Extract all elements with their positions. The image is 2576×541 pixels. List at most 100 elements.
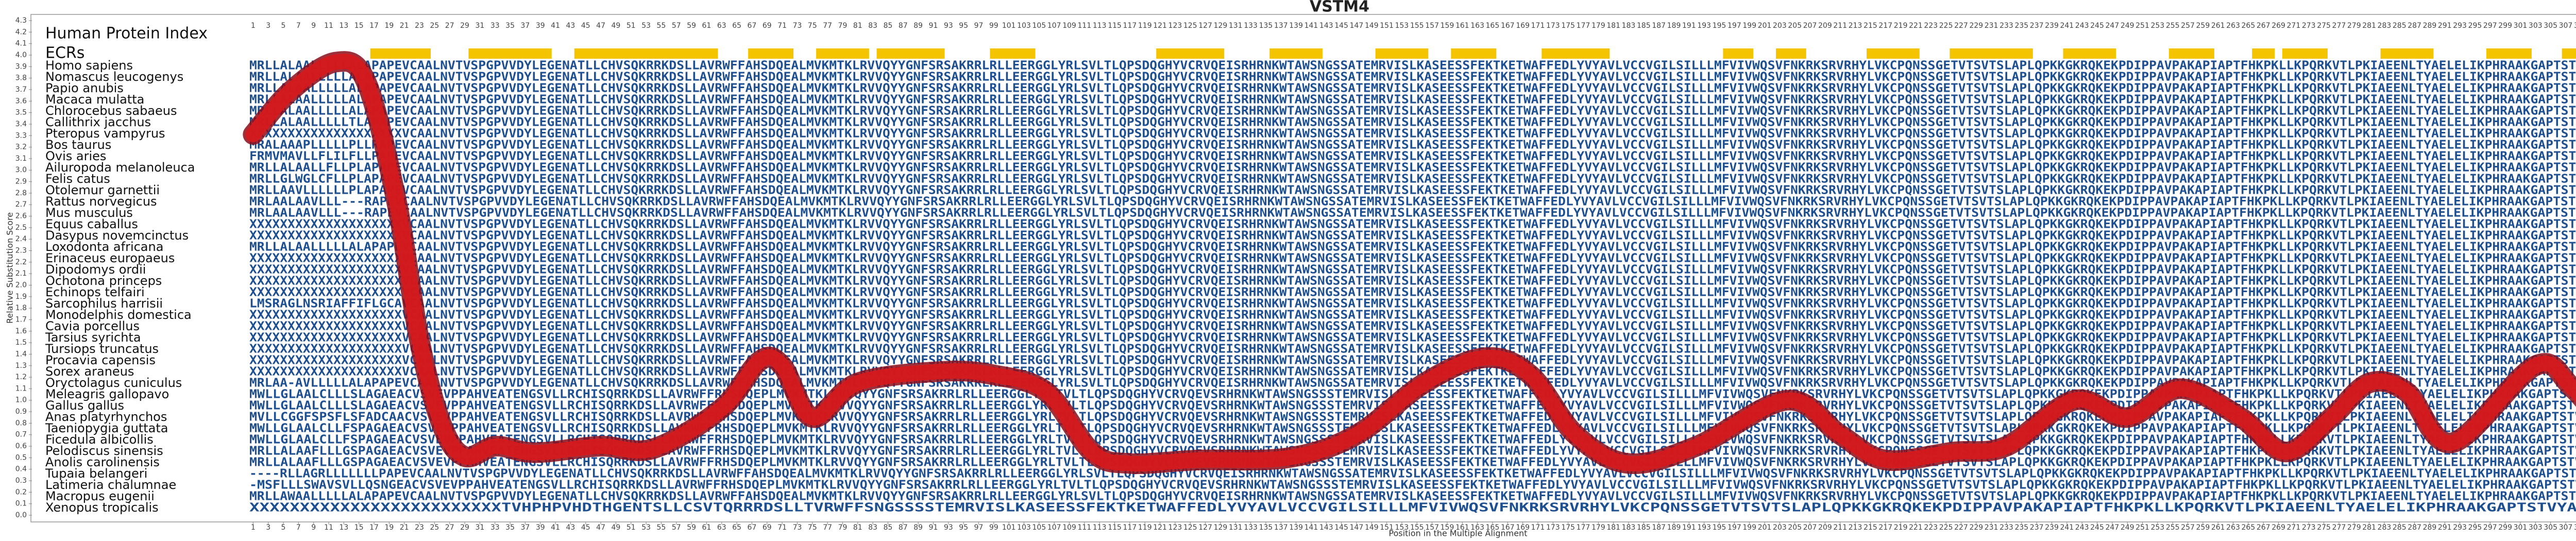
x-tick-label: 197 — [1727, 523, 1741, 532]
x-tick-label: 295 — [2468, 523, 2482, 532]
sequence: MRLLALAALLLLLALAPAPEVCAALNVTVSPGPVVDYLEG… — [249, 59, 2576, 73]
x-tick-label: 265 — [2242, 523, 2256, 532]
index-number: 191 — [1682, 22, 1696, 30]
x-tick-label: 101 — [1002, 523, 1016, 532]
index-number: 259 — [2196, 22, 2210, 30]
index-number: 155 — [1410, 22, 1424, 30]
species-name: Procavia capensis — [45, 353, 156, 367]
y-tick-label: 1.9 — [15, 293, 27, 301]
x-tick-label: 237 — [2030, 523, 2044, 532]
index-number: 35 — [505, 22, 515, 30]
index-number: 215 — [1863, 22, 1877, 30]
species-name: Tursiops truncatus — [45, 342, 159, 356]
y-tick-label: 0.5 — [15, 453, 27, 462]
x-tick-label: 5 — [281, 523, 286, 532]
ecr-block — [1375, 48, 1429, 59]
index-number: 219 — [1894, 22, 1908, 30]
x-tick-label: 181 — [1606, 523, 1620, 532]
index-number: 13 — [339, 22, 348, 30]
x-tick-label: 279 — [2347, 523, 2361, 532]
species-name: Felis catus — [45, 172, 110, 186]
y-tick-label: 3.6 — [15, 97, 27, 105]
sequence: MRLLGLWGLCFLLPLAPAPEVCAALNVTVSPGPVVDYLEG… — [249, 173, 2576, 186]
x-tick-label: 7 — [296, 523, 301, 532]
x-tick-label: 289 — [2423, 523, 2437, 532]
y-tick-label: 2.5 — [15, 224, 27, 232]
y-tick-label: 1.8 — [15, 304, 27, 312]
index-number: 177 — [1577, 22, 1590, 30]
x-tick-label: 3 — [266, 523, 270, 532]
index-number: 295 — [2468, 22, 2482, 30]
x-tick-label: 211 — [1833, 523, 1847, 532]
index-number: 123 — [1168, 22, 1182, 30]
index-number: 63 — [717, 22, 726, 30]
index-number: 29 — [460, 22, 469, 30]
x-tick-label: 165 — [1486, 523, 1500, 532]
ecr-block — [1269, 48, 1323, 59]
index-number: 203 — [1773, 22, 1787, 30]
x-tick-label: 193 — [1697, 523, 1711, 532]
ecr-block — [574, 48, 718, 59]
y-tick-label: 4.0 — [15, 51, 27, 59]
sequence: ----RLLAGRLLLLLLLPAPEVCAALNVTVSPGPVVDYLE… — [249, 467, 2576, 481]
index-number: 217 — [1878, 22, 1892, 30]
sequence: XXXXXXXXXXXXXXXXXXXXVCAALNVTVSPGPVVDYLEG… — [249, 127, 2576, 141]
x-tick-label: 65 — [732, 523, 741, 532]
index-number: 31 — [475, 22, 484, 30]
index-number: 115 — [1108, 22, 1122, 30]
sequence: XXXXXXXXXXXXXXXXXXXXVCAALNVTVSPGPVVDYLEG… — [249, 309, 2576, 322]
y-tick-label: 2.6 — [15, 212, 27, 221]
x-tick-label: 117 — [1123, 523, 1137, 532]
x-tick-label: 161 — [1455, 523, 1469, 532]
x-tick-label: 173 — [1546, 523, 1560, 532]
x-tick-label: 285 — [2393, 523, 2406, 532]
index-number: 301 — [2514, 22, 2528, 30]
x-tick-label: 35 — [505, 523, 515, 532]
index-number: 187 — [1652, 22, 1666, 30]
index-number: 307 — [2559, 22, 2573, 30]
species-name: Sorex araneus — [45, 364, 134, 379]
index-number: 45 — [581, 22, 590, 30]
x-tick-label: 243 — [2075, 523, 2089, 532]
index-number: 283 — [2378, 22, 2392, 30]
index-number: 85 — [884, 22, 893, 30]
x-tick-label: 309 — [2574, 523, 2576, 532]
x-tick-label: 57 — [672, 523, 681, 532]
x-tick-label: 245 — [2090, 523, 2104, 532]
index-number: 77 — [823, 22, 832, 30]
species-name: Callithrix jacchus — [45, 115, 151, 129]
x-tick-label: 9 — [311, 523, 316, 532]
x-tick-label: 251 — [2136, 523, 2149, 532]
x-tick-label: 241 — [2060, 523, 2074, 532]
y-tick-label: 4.3 — [15, 16, 27, 25]
index-number: 65 — [732, 22, 741, 30]
x-tick-label: 187 — [1652, 523, 1666, 532]
y-tick-label: 0.7 — [15, 431, 27, 439]
species-name: Papio anubis — [45, 81, 124, 95]
x-tick-label: 205 — [1788, 523, 1802, 532]
x-tick-label: 83 — [868, 523, 877, 532]
sequence: XXXXXXXXXXXXXXXXXXXXVCAALNVTVSPGPVVDYLEG… — [249, 331, 2576, 345]
species-name: Pelodiscus sinensis — [45, 444, 163, 458]
index-number: 257 — [2181, 22, 2195, 30]
x-tick-label: 217 — [1878, 523, 1892, 532]
ecr-row-label: ECRs — [45, 44, 84, 62]
species-name: Anolis carolinensis — [45, 455, 160, 469]
index-number: 97 — [974, 22, 984, 30]
y-tick-label: 3.7 — [15, 86, 27, 94]
x-tick-label: 247 — [2105, 523, 2119, 532]
sequence: XXXXXXXXXXXXXXXXXXXXVCAALNVTVSPGPVVDYLEG… — [249, 343, 2576, 356]
x-tick-label: 201 — [1758, 523, 1772, 532]
x-tick-label: 207 — [1803, 523, 1817, 532]
index-number: 233 — [1999, 22, 2013, 30]
ecr-block — [1541, 48, 1610, 59]
index-number: 59 — [687, 22, 696, 30]
x-tick-label: 213 — [1849, 523, 1862, 532]
sequence: MRLLALAALLLLLALAPAPEVCAALNVTVSPGPVVDYLEG… — [249, 93, 2576, 107]
x-tick-label: 97 — [974, 523, 984, 532]
x-tick-label: 283 — [2378, 523, 2392, 532]
x-tick-label: 151 — [1380, 523, 1394, 532]
x-tick-label: 261 — [2211, 523, 2225, 532]
index-number: 263 — [2226, 22, 2240, 30]
